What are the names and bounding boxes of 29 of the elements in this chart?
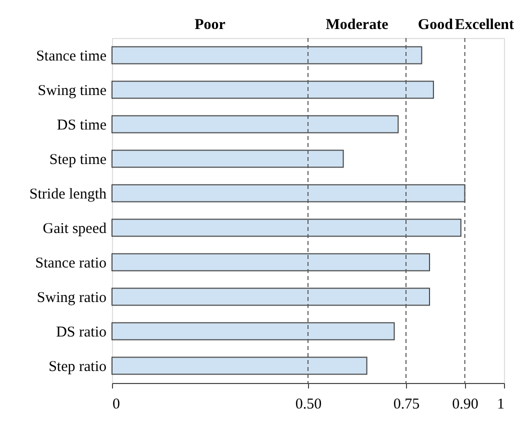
bar [112,322,395,340]
text: Moderate [326,17,389,33]
y-tick-label: Swing time [38,82,107,99]
text: Good [418,17,454,33]
bar [112,356,368,375]
bar [112,253,430,272]
bar [112,288,430,306]
bar [112,184,466,202]
y-tick-label: Stride length [29,186,107,202]
y-tick-label: Gait speed [42,220,107,237]
x-tick-label: 0.50 [295,396,322,412]
text: Poor [194,17,226,33]
x-tick-label: 1 [497,396,504,412]
bar [112,46,422,64]
x-tick-label: 0.90 [452,396,478,412]
x-tick-label: 0 [112,396,120,412]
y-tick-label: Stance ratio [35,255,106,272]
y-tick-label: Step time [49,152,107,168]
y-tick-label: Swing ratio [36,290,106,306]
bar [112,115,399,134]
bar [112,80,434,99]
y-tick-label: DS ratio [56,324,106,340]
bar [112,150,344,168]
y-tick-label: Stance time [36,48,107,64]
bar [112,218,462,237]
y-tick-label: Step ratio [48,358,106,375]
x-tick-label: 0.75 [393,396,420,412]
y-tick-label: DS time [56,117,107,134]
text: Excellent [454,17,514,33]
